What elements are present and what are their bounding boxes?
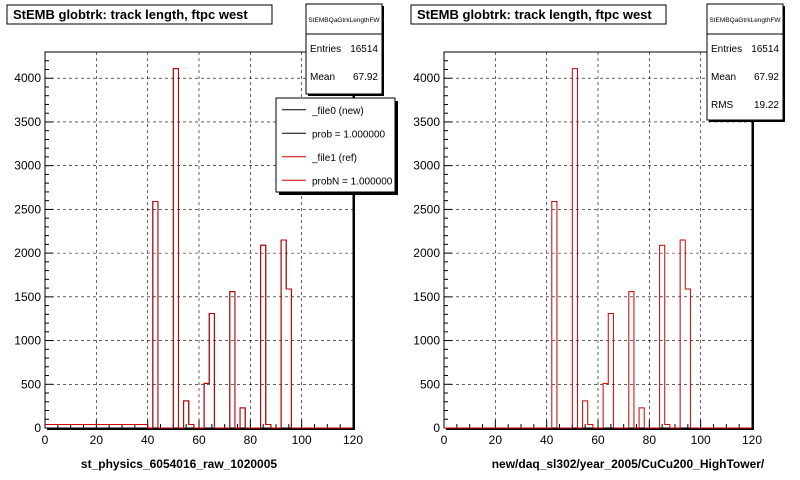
x-tick-label: 100 — [691, 433, 711, 447]
y-tick-label: 3000 — [14, 159, 41, 173]
stats-value: 67.92 — [353, 72, 378, 83]
y-tick-label: 2000 — [413, 246, 440, 260]
histogram-series-2 — [45, 68, 353, 429]
y-tick-label: 1000 — [14, 334, 41, 348]
x-tick-label: 120 — [742, 433, 762, 447]
x-tick-label: 20 — [90, 433, 104, 447]
y-tick-label: 500 — [420, 377, 440, 391]
y-tick-label: 500 — [21, 377, 41, 391]
stats-value: 19.22 — [754, 100, 779, 111]
histogram-series-1 — [444, 68, 752, 429]
y-tick-label: 0 — [34, 421, 41, 435]
legend-label: _file0 (new) — [311, 106, 364, 117]
y-tick-label: 3500 — [413, 115, 440, 129]
stats-label: Mean — [310, 72, 335, 83]
y-tick-label: 4000 — [413, 71, 440, 85]
chart-title: StEMB globtrk: track length, ftpc west — [13, 7, 248, 22]
stats-box — [706, 3, 784, 121]
chart-title: StEMB globtrk: track length, ftpc west — [417, 7, 652, 22]
y-tick-label: 4000 — [14, 71, 41, 85]
stats-value: 67.92 — [754, 72, 779, 83]
x-tick-label: 20 — [489, 433, 503, 447]
stats-value: 16514 — [350, 44, 378, 55]
x-tick-label: 60 — [591, 433, 605, 447]
x-axis-label: st_physics_6054016_raw_1020005 — [81, 457, 277, 471]
stats-label: Entries — [711, 44, 742, 55]
y-tick-label: 2500 — [413, 202, 440, 216]
y-tick-label: 1000 — [413, 334, 440, 348]
x-tick-label: 120 — [343, 433, 363, 447]
x-tick-label: 80 — [643, 433, 657, 447]
stats-name: StEMBQaGtrkLengthFW — [709, 17, 781, 24]
stats-value: 16514 — [751, 44, 779, 55]
legend-label: prob = 1.000000 — [312, 129, 386, 140]
chart-panel-2: 0 20 40 60 80 100 120 0 500 1000 1500 2000 2500 3000 3… — [410, 3, 785, 471]
stats-label: Entries — [310, 44, 341, 55]
chart-panel-1: 0 20 40 60 80 100 120 0 500 1000 1500 2000 2500 3000 3… — [6, 3, 398, 471]
title-box — [6, 4, 273, 25]
legend: _file0 (new) prob = 1.000000 _file1 (ref) p… — [282, 106, 393, 187]
legend-label: _file1 (ref) — [311, 153, 357, 164]
x-tick-label: 0 — [441, 433, 448, 447]
stats-name: StEMBQaGtrkLengthFW — [308, 17, 380, 24]
x-tick-label: 80 — [244, 433, 258, 447]
x-tick-label: 0 — [42, 433, 49, 447]
y-tick-label: 3500 — [14, 115, 41, 129]
title-box — [410, 4, 667, 25]
y-tick-label: 1500 — [14, 290, 41, 304]
x-axis-label: new/daq_sl302/year_2005/CuCu200_HighTowe… — [492, 457, 765, 471]
legend-label: probN = 1.000000 — [312, 176, 393, 187]
stats-box — [305, 3, 383, 95]
stats-label: RMS — [711, 100, 734, 111]
y-tick-label: 3000 — [413, 159, 440, 173]
x-tick-label: 100 — [292, 433, 312, 447]
y-tick-label: 0 — [433, 421, 440, 435]
y-tick-label: 1500 — [413, 290, 440, 304]
y-tick-label: 2500 — [14, 202, 41, 216]
y-tick-label: 2000 — [14, 246, 41, 260]
x-tick-label: 40 — [141, 433, 155, 447]
x-tick-label: 40 — [540, 433, 554, 447]
legend-box — [275, 97, 396, 193]
stats-label: Mean — [711, 72, 736, 83]
x-tick-label: 60 — [192, 433, 206, 447]
